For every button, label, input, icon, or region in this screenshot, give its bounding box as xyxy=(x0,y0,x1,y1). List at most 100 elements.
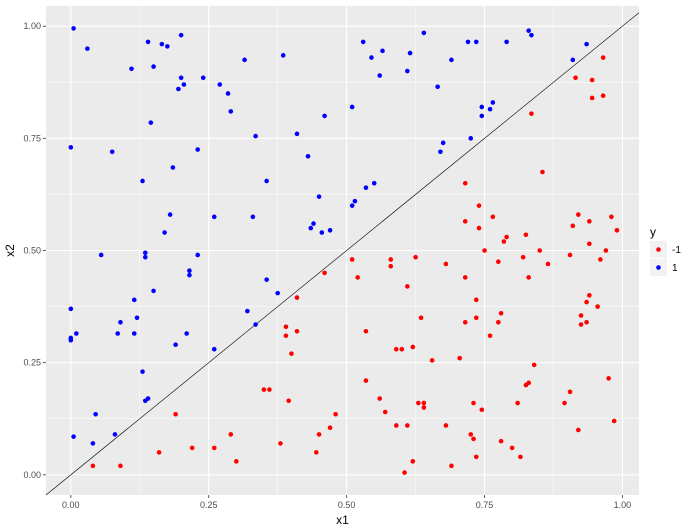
data-point xyxy=(68,335,74,341)
data-point xyxy=(156,450,162,455)
data-point xyxy=(490,214,496,220)
x-tick-label: 0.00 xyxy=(62,500,80,510)
data-point xyxy=(457,355,463,361)
data-point xyxy=(349,203,355,208)
data-point xyxy=(410,344,416,350)
legend-title: y xyxy=(650,225,656,239)
data-point xyxy=(195,252,200,258)
data-point xyxy=(327,228,333,233)
data-point xyxy=(573,75,578,81)
data-point xyxy=(479,407,485,413)
data-point xyxy=(540,169,545,175)
data-point xyxy=(250,214,256,220)
data-point xyxy=(421,405,427,410)
data-point xyxy=(363,378,369,383)
data-point xyxy=(316,432,322,437)
data-point xyxy=(228,432,234,437)
data-point xyxy=(131,331,137,336)
data-point xyxy=(327,425,333,431)
data-point xyxy=(482,248,487,253)
data-point xyxy=(355,275,360,280)
data-point xyxy=(468,432,474,437)
data-point xyxy=(584,319,589,325)
data-point xyxy=(170,165,176,170)
data-point xyxy=(142,254,148,260)
data-point xyxy=(225,91,231,96)
data-point xyxy=(195,147,200,152)
data-point xyxy=(173,411,178,417)
data-point xyxy=(526,380,531,386)
data-point xyxy=(418,315,424,321)
data-point xyxy=(476,203,482,208)
data-point xyxy=(112,432,118,437)
data-point xyxy=(311,221,316,226)
data-point xyxy=(462,319,468,325)
data-points xyxy=(68,26,620,475)
data-point xyxy=(283,333,289,339)
data-point xyxy=(567,389,573,395)
legend-swatch-pos1 xyxy=(656,265,661,270)
data-point xyxy=(308,225,314,231)
data-point xyxy=(316,194,322,199)
data-point xyxy=(115,331,121,336)
data-point xyxy=(162,230,167,235)
y-axis-title: x2 xyxy=(3,244,17,257)
data-point xyxy=(264,277,269,282)
legend: y -1 1 xyxy=(650,225,681,276)
data-point xyxy=(531,362,537,368)
data-point xyxy=(289,351,294,356)
data-point xyxy=(462,219,468,224)
data-point xyxy=(429,358,435,363)
data-point xyxy=(98,252,104,258)
data-point xyxy=(294,328,300,334)
data-point xyxy=(529,32,534,38)
data-point xyxy=(614,228,620,233)
data-point xyxy=(570,223,576,229)
data-point xyxy=(405,423,410,428)
data-point xyxy=(479,104,485,110)
data-point xyxy=(333,411,338,417)
data-point xyxy=(382,409,388,415)
data-point xyxy=(405,284,410,289)
data-point xyxy=(388,257,394,262)
data-point xyxy=(228,109,234,114)
data-point xyxy=(465,39,471,45)
data-point xyxy=(570,57,576,63)
data-point xyxy=(449,463,454,469)
x-tick-label: 1.00 xyxy=(614,500,632,510)
data-point xyxy=(145,396,151,401)
data-point xyxy=(286,398,292,404)
data-point xyxy=(349,104,355,110)
data-point xyxy=(319,230,325,235)
data-point xyxy=(134,315,140,321)
data-point xyxy=(545,261,551,267)
data-point xyxy=(377,396,383,401)
data-point xyxy=(178,75,184,81)
data-point xyxy=(140,178,145,184)
axes: 0.00 0.25 0.50 0.75 1.00 0.00 0.25 0.50 0.75 1.00 xyxy=(23,21,631,510)
data-point xyxy=(363,328,369,334)
data-point xyxy=(118,319,123,325)
data-point xyxy=(603,248,609,253)
data-point xyxy=(609,214,614,220)
data-point xyxy=(589,77,595,83)
series-neg1 xyxy=(90,55,620,475)
x-axis-title: x1 xyxy=(336,513,349,527)
data-point xyxy=(151,64,156,69)
data-point xyxy=(253,322,258,327)
data-point xyxy=(421,400,427,406)
data-point xyxy=(393,346,399,352)
x-tick-label: 0.75 xyxy=(476,500,494,510)
data-point xyxy=(267,387,272,392)
data-point xyxy=(595,304,600,309)
data-point xyxy=(410,459,416,464)
data-point xyxy=(606,376,611,381)
x-tick-label: 0.25 xyxy=(200,500,218,510)
series-pos1 xyxy=(68,26,589,446)
data-point xyxy=(140,369,145,374)
data-point xyxy=(399,346,405,352)
data-point xyxy=(90,441,96,446)
data-point xyxy=(377,73,383,78)
data-point xyxy=(90,463,96,469)
